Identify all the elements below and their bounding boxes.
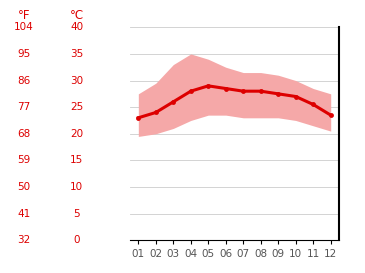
Text: 95: 95 [17,49,30,59]
Text: 5: 5 [73,209,80,219]
Text: 25: 25 [70,102,83,112]
Text: 15: 15 [70,155,83,165]
Text: 59: 59 [17,155,30,165]
Text: 50: 50 [17,182,30,192]
Text: 68: 68 [17,129,30,139]
Text: °F: °F [18,9,30,22]
Text: 104: 104 [14,22,34,32]
Text: 35: 35 [70,49,83,59]
Text: 86: 86 [17,76,30,85]
Text: 32: 32 [17,235,30,245]
Text: 20: 20 [70,129,83,139]
Text: 41: 41 [17,209,30,219]
Text: 40: 40 [70,22,83,32]
Text: °C: °C [70,9,84,22]
Text: 10: 10 [70,182,83,192]
Text: 0: 0 [73,235,80,245]
Text: 30: 30 [70,76,83,85]
Text: 77: 77 [17,102,30,112]
